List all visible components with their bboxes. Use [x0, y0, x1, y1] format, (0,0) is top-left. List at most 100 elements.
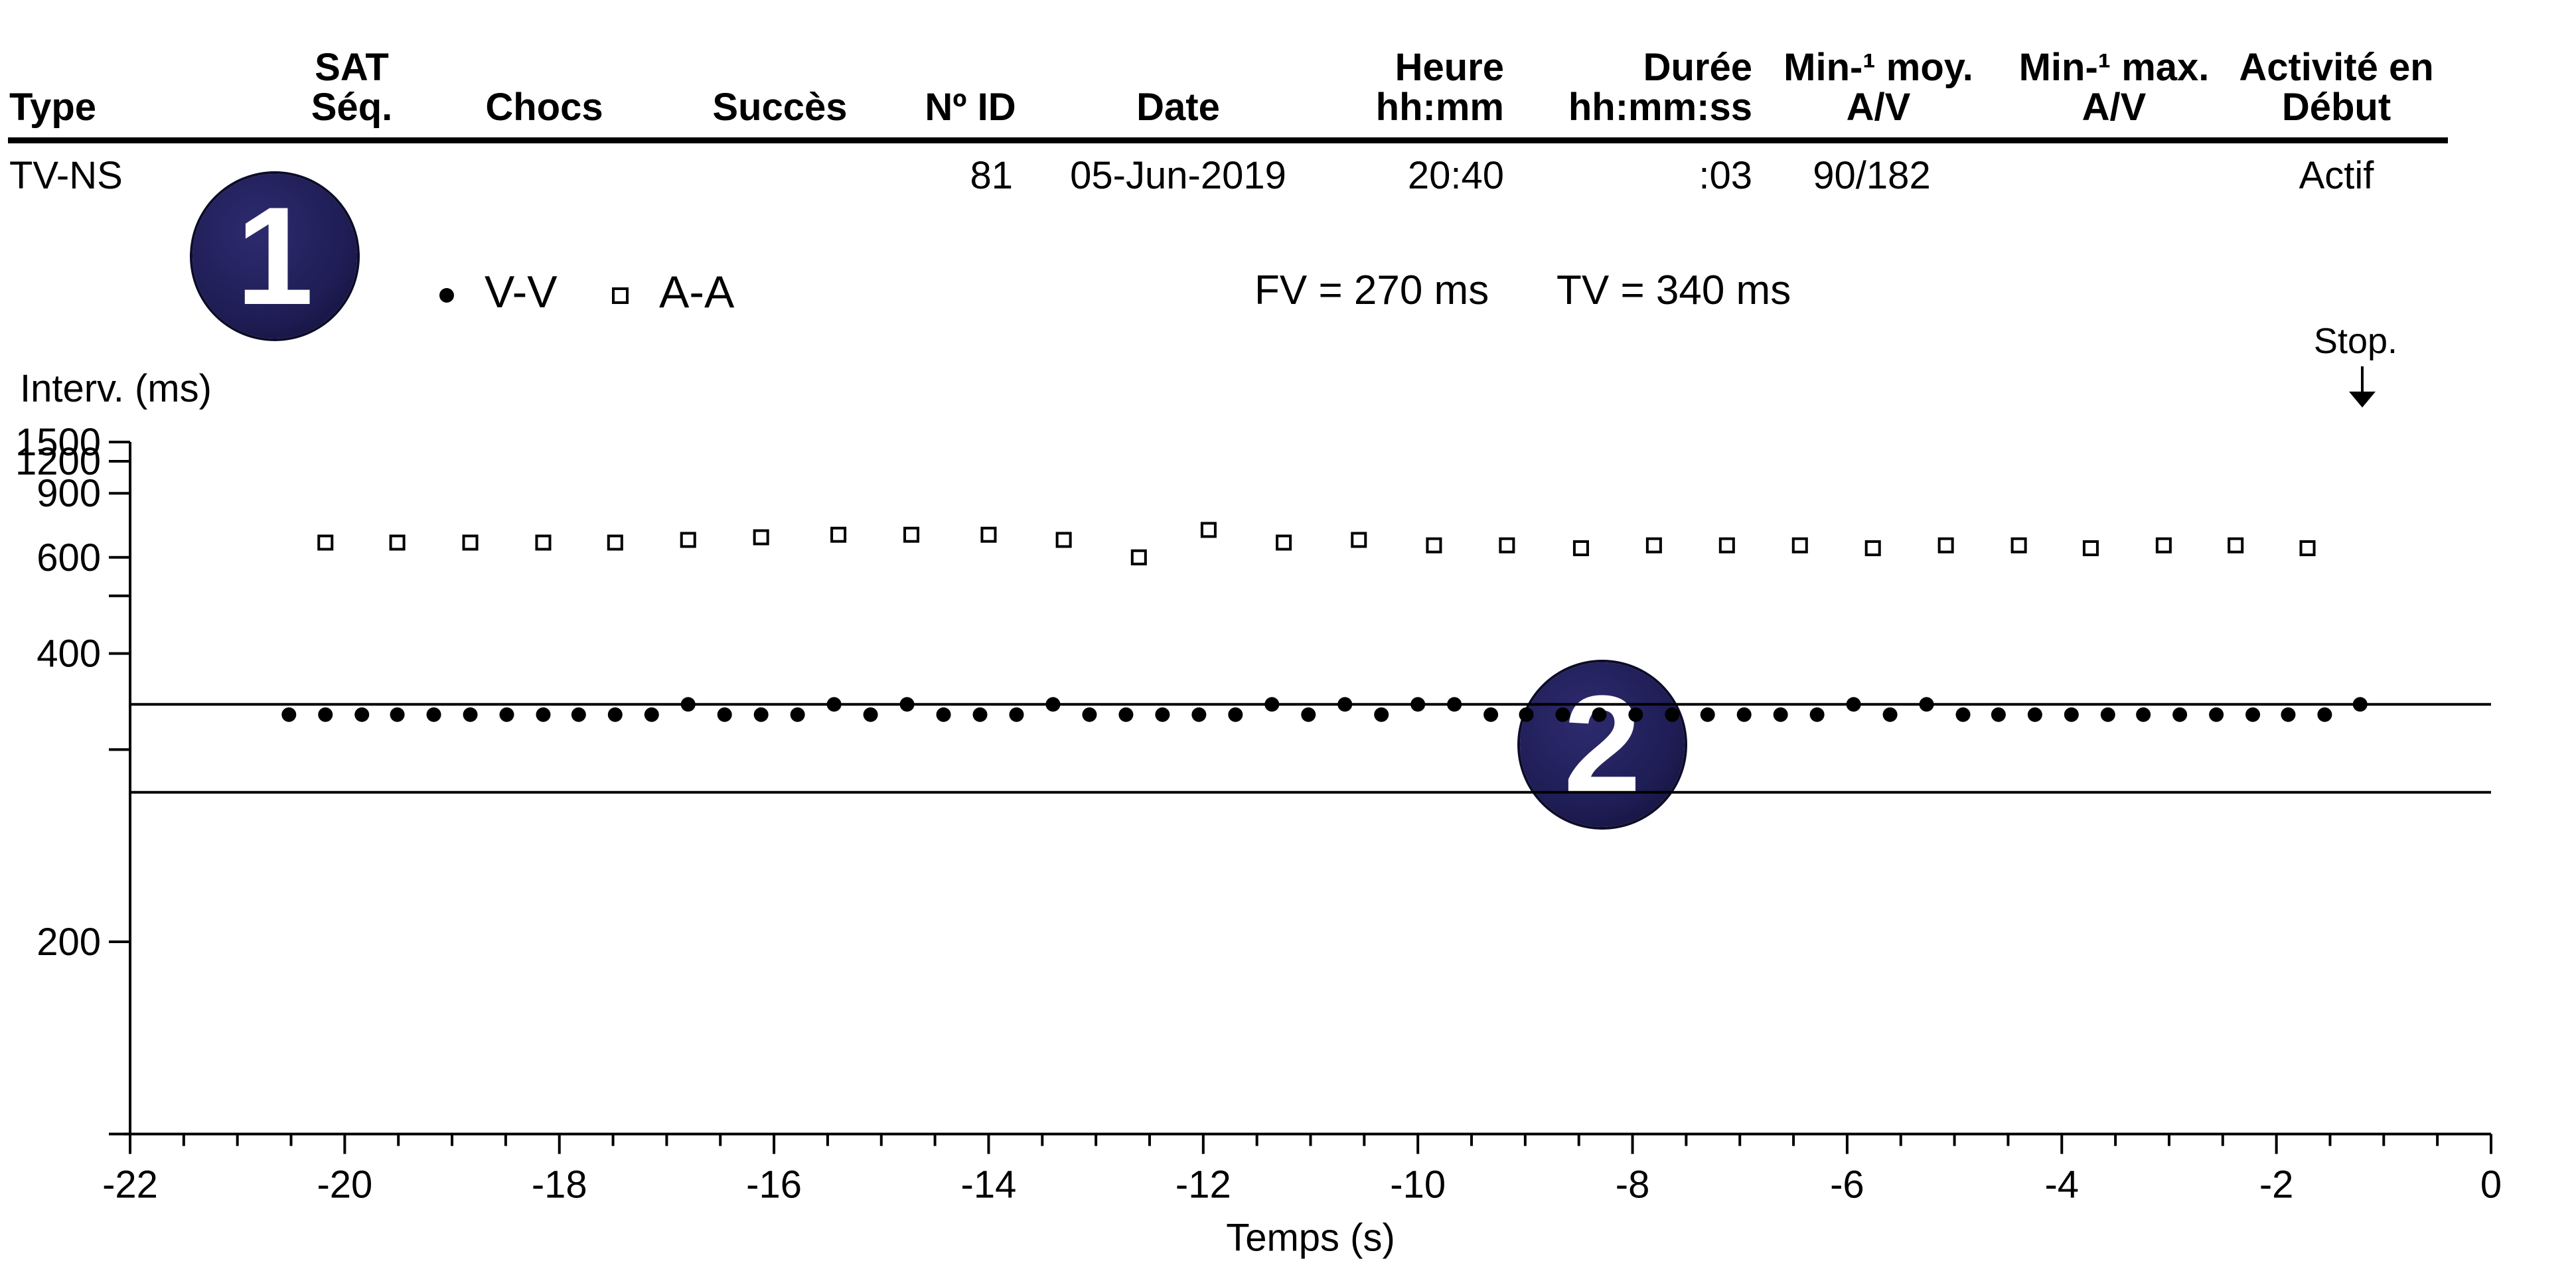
header-line: Début	[2281, 86, 2391, 129]
x-axis-title: Temps (s)	[1226, 1217, 1395, 1260]
vv-point	[536, 707, 551, 722]
vv-point	[390, 707, 405, 722]
vv-point	[644, 707, 659, 722]
y-tick-label: 900	[37, 472, 101, 515]
vv-point	[1228, 707, 1243, 722]
cell-date: 05-Jun-2019	[1070, 154, 1286, 197]
vv-point	[1337, 697, 1353, 712]
stop-label: Stop.	[2314, 321, 2397, 361]
vv-point	[1191, 707, 1207, 722]
vv-point	[972, 707, 988, 722]
col-sat-header: SAT Séq.	[311, 48, 393, 127]
aa-point	[1718, 537, 1735, 554]
aa-point	[1130, 549, 1147, 565]
vv-legend-marker	[439, 288, 454, 303]
vv-point	[2172, 707, 2188, 722]
vv-point	[1955, 707, 1971, 722]
header-line: Min-¹ max.	[2018, 46, 2210, 89]
vv-point	[2209, 707, 2224, 722]
aa-point	[1937, 537, 1954, 554]
vv-point	[863, 707, 878, 722]
x-tick-label: -10	[1390, 1163, 1446, 1207]
aa-point	[1200, 522, 1217, 538]
aa-point	[1426, 537, 1442, 554]
vv-point	[1374, 707, 1389, 722]
y-tick-label: 200	[37, 921, 101, 964]
aa-point	[2155, 537, 2172, 554]
vv-point	[790, 707, 805, 722]
vv-point	[1155, 707, 1170, 722]
col-heure-header: Heure hh:mm	[1376, 48, 1504, 127]
vv-point	[2317, 707, 2332, 722]
tv-zone-label: TV = 340 ms	[1556, 267, 1791, 313]
aa-point	[1645, 537, 1662, 554]
vv-point	[1700, 707, 1715, 722]
y-tick-label: 1200	[15, 440, 101, 483]
col-id-header: Nº ID	[925, 88, 1016, 127]
aa-point	[1791, 537, 1808, 554]
y-tick-label: 1500	[15, 421, 101, 464]
y-tick-label: 600	[37, 536, 101, 579]
x-tick-label: -16	[746, 1163, 802, 1207]
vv-point	[499, 707, 514, 722]
col-max-header: Min-¹ max. A/V	[2019, 48, 2210, 127]
aa-point	[607, 534, 623, 551]
aa-legend-label: A-A	[659, 267, 735, 317]
vv-point	[1592, 707, 1607, 722]
vv-point	[1773, 707, 1788, 722]
x-tick-label: -8	[1616, 1163, 1650, 1207]
vv-point	[680, 697, 696, 712]
x-tick-label: -4	[2044, 1163, 2079, 1207]
col-succes-header: Succès	[712, 88, 847, 127]
header-line: hh:mm	[1375, 86, 1504, 129]
aa-point	[2228, 537, 2244, 554]
aa-point	[1572, 540, 1589, 556]
header-line: Chocs	[485, 86, 603, 129]
col-duree-header: Durée hh:mm:ss	[1568, 48, 1752, 127]
vv-point	[1045, 697, 1061, 712]
header-line: Min-¹ moy.	[1783, 46, 1973, 89]
aa-point	[317, 534, 334, 551]
header-line: SAT	[315, 46, 389, 89]
header-line: A/V	[1846, 86, 1911, 129]
vv-point	[281, 707, 297, 722]
vv-point	[1991, 707, 2006, 722]
y-tick-label: 400	[37, 633, 101, 676]
stop-arrow-head	[2348, 392, 2376, 408]
vv-point	[1846, 697, 1861, 712]
header-line: Séq.	[311, 86, 393, 129]
vv-point	[318, 707, 333, 722]
vv-point	[1882, 707, 1898, 722]
vv-point	[1736, 707, 1752, 722]
aa-point	[389, 534, 406, 551]
vv-point	[571, 707, 586, 722]
vv-point	[1410, 697, 1426, 712]
vv-point	[1118, 707, 1134, 722]
vv-point	[2064, 707, 2079, 722]
aa-point	[830, 526, 847, 543]
vv-point	[1447, 697, 1462, 712]
cell-id: 81	[970, 154, 1013, 197]
vv-point	[1809, 707, 1825, 722]
aa-point	[753, 529, 769, 546]
vv-point	[2281, 707, 2296, 722]
aa-point	[1055, 532, 1072, 548]
col-date-header: Date	[1136, 88, 1220, 127]
col-chocs-header: Chocs	[485, 88, 603, 127]
aa-point	[680, 532, 696, 548]
header-line: hh:mm:ss	[1568, 86, 1752, 129]
y-axis-title: Interv. (ms)	[20, 367, 212, 410]
vv-point	[1264, 697, 1280, 712]
vv-point	[2245, 707, 2261, 722]
aa-point	[903, 526, 920, 543]
aa-point	[2082, 540, 2099, 556]
vv-point	[717, 707, 732, 722]
x-tick-label: -14	[961, 1163, 1017, 1207]
vv-point	[1919, 697, 1934, 712]
vv-point	[753, 707, 769, 722]
header-line: Type	[9, 86, 97, 129]
aa-point	[1351, 532, 1367, 548]
badge-2: 2	[1520, 662, 1685, 827]
vv-point	[1082, 707, 1097, 722]
